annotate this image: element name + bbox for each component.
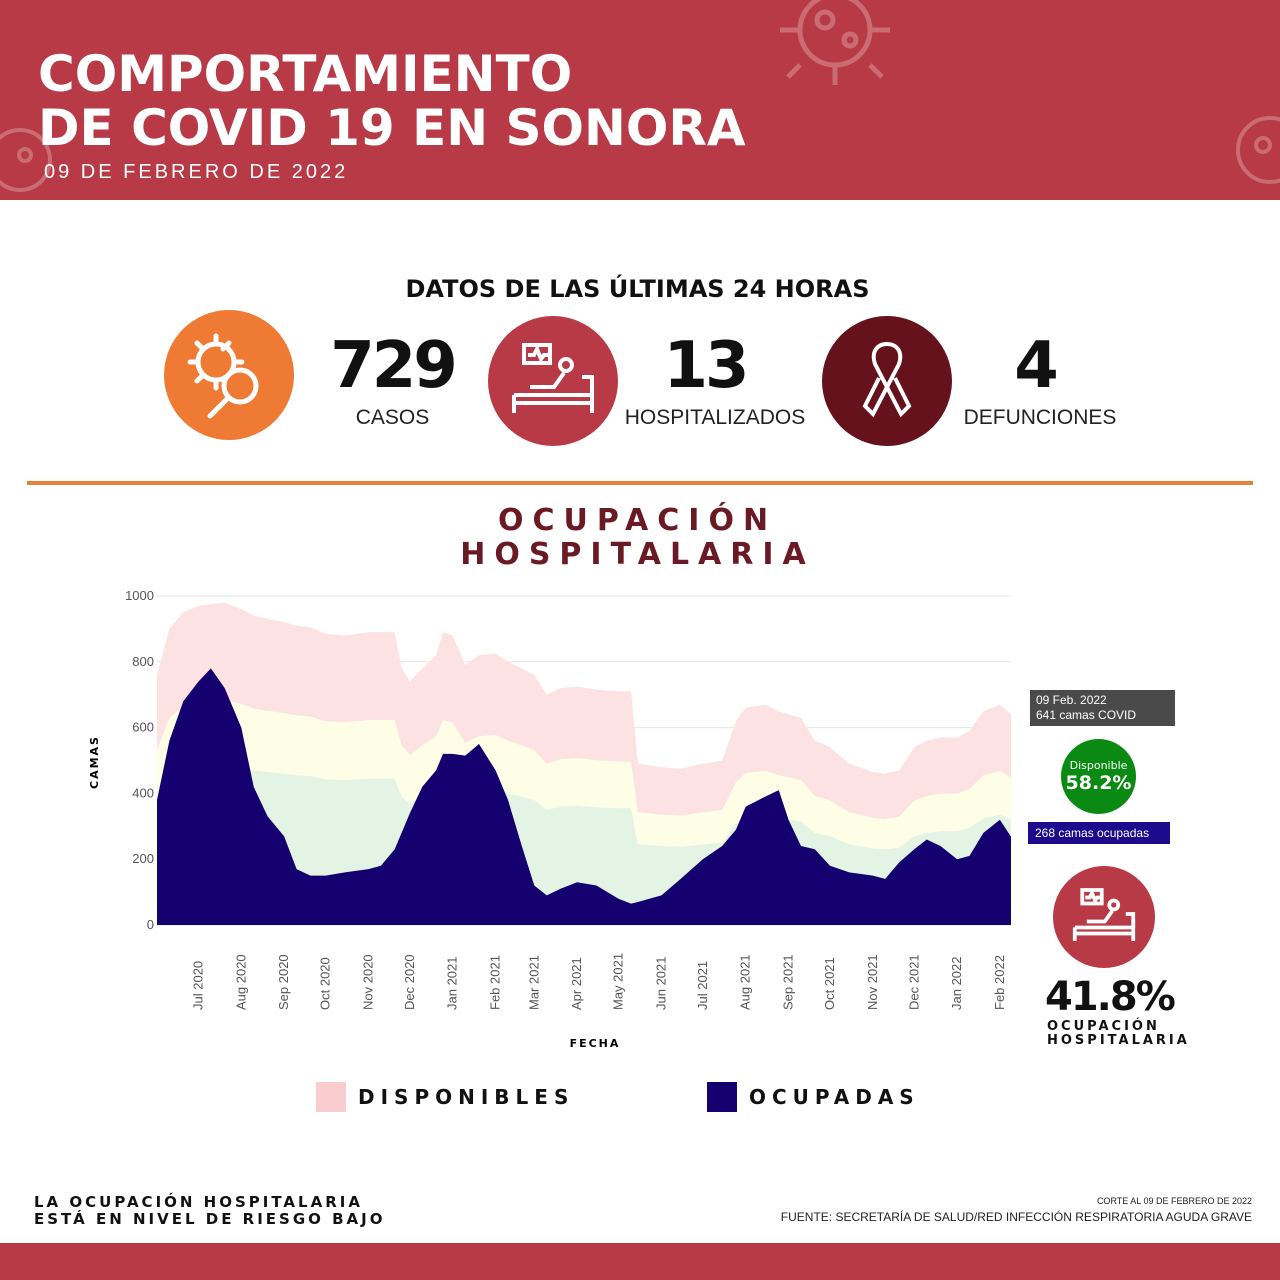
x-tick-label: Nov 2021 [865, 954, 880, 1010]
occupied-tooltip: 268 camas ocupadas [1028, 822, 1170, 844]
x-tick-label: Aug 2020 [233, 954, 248, 1010]
virus-magnifier-icon [187, 333, 259, 419]
occupied-beds-area [157, 668, 1011, 925]
hospital-bed-icon [1072, 888, 1136, 941]
risk-line2: ESTÁ EN NIVEL DE RIESGO BAJO [34, 1210, 386, 1228]
tooltip-total-beds: 641 camas COVID [1036, 708, 1137, 722]
x-tick-label: Oct 2020 [318, 957, 333, 1010]
available-label: Disponible [1069, 759, 1128, 772]
x-tick-label: Feb 2022 [992, 955, 1007, 1010]
x-tick-label: Dec 2020 [402, 954, 417, 1010]
hospitalized-value: 13 [663, 329, 749, 403]
x-tick-label: Jul 2020 [190, 961, 205, 1010]
cases-value: 729 [330, 329, 458, 403]
deaths-label: DEFUNCIONES [963, 406, 1117, 429]
risk-line1: LA OCUPACIÓN HOSPITALARIA [34, 1193, 363, 1211]
virus-decoration-icon [780, 0, 890, 85]
deaths-value: 4 [1014, 329, 1059, 403]
x-tick-label: Jan 2022 [949, 957, 964, 1011]
y-tick-label: 1000 [125, 588, 154, 603]
x-axis-label: FECHA [570, 1037, 621, 1050]
available-percent: 58.2% [1065, 772, 1132, 794]
x-tick-label: Aug 2021 [738, 954, 753, 1010]
occupancy-percent: 41.8% [1045, 974, 1176, 1020]
hospitalized-label: HOSPITALIZADOS [624, 406, 806, 429]
legend-swatch-available [316, 1082, 346, 1112]
x-tick-label: Apr 2021 [569, 957, 584, 1010]
available-badge: Disponible 58.2% [1061, 739, 1136, 814]
y-tick-label: 200 [132, 851, 154, 866]
occupancy-chart: 0 200 400 600 800 1000 Jul 2020 Aug 2020 Sep 20… [88, 588, 1011, 1050]
x-tick-label: Dec 2021 [906, 954, 921, 1010]
x-tick-label: Feb 2021 [488, 955, 503, 1010]
x-tick-label: Nov 2020 [360, 954, 375, 1010]
y-axis-label: CAMAS [88, 735, 101, 789]
header-banner: COMPORTAMIENTO DE COVID 19 EN SONORA 09 … [0, 0, 1280, 200]
y-tick-label: 400 [132, 785, 154, 800]
summary-heading: DATOS DE LAS ÚLTIMAS 24 HORAS [405, 275, 870, 303]
x-tick-label: Jan 2021 [445, 957, 460, 1011]
virus-decoration-icon [0, 128, 52, 192]
x-tick-label: Jun 2021 [653, 957, 668, 1011]
legend-label-occupied: OCUPADAS [749, 1085, 920, 1109]
page-title-line1: COMPORTAMIENTO [38, 45, 573, 103]
hospital-bed-icon [512, 343, 594, 413]
x-tick-label: Mar 2021 [526, 955, 541, 1010]
y-tick-label: 600 [132, 720, 154, 735]
page-title-line2: DE COVID 19 EN SONORA [38, 99, 746, 157]
hospitalized-badge [488, 316, 618, 446]
total-beds-tooltip: 09 Feb. 2022 641 camas COVID [1030, 690, 1175, 726]
cases-badge [164, 310, 294, 440]
x-tick-label: May 2021 [611, 953, 626, 1010]
source-note: FUENTE: SECRETARÍA DE SALUD/RED INFECCIÓ… [780, 1210, 1252, 1224]
x-tick-label: Sep 2020 [276, 954, 291, 1010]
x-tick-label: Sep 2021 [781, 954, 796, 1010]
report-date: 09 DE FEBRERO DE 2022 [44, 161, 349, 183]
legend-swatch-occupied [707, 1082, 737, 1112]
section-title-line2: HOSPITALARIA [460, 537, 815, 572]
occupancy-badge [1053, 866, 1155, 968]
virus-decoration-icon [1236, 116, 1280, 184]
cases-label: CASOS [355, 406, 430, 429]
ribbon-icon [862, 342, 912, 418]
y-tick-label: 800 [132, 654, 154, 669]
x-tick-label: Oct 2021 [822, 957, 837, 1010]
footer-bar [0, 1243, 1280, 1280]
x-tick-label: Jul 2021 [695, 961, 710, 1010]
occupancy-label-line1: OCUPACIÓN [1047, 1019, 1160, 1034]
deaths-badge [822, 316, 952, 446]
y-tick-label: 0 [147, 917, 154, 932]
divider [27, 481, 1253, 485]
occupancy-label-line2: HOSPITALARIA [1047, 1033, 1190, 1048]
cutoff-note: CORTE AL 09 DE FEBRERO DE 2022 [1096, 1196, 1252, 1206]
section-title-line1: OCUPACIÓN [497, 503, 778, 538]
legend-label-available: DISPONIBLES [358, 1085, 575, 1109]
tooltip-date: 09 Feb. 2022 [1036, 693, 1107, 707]
